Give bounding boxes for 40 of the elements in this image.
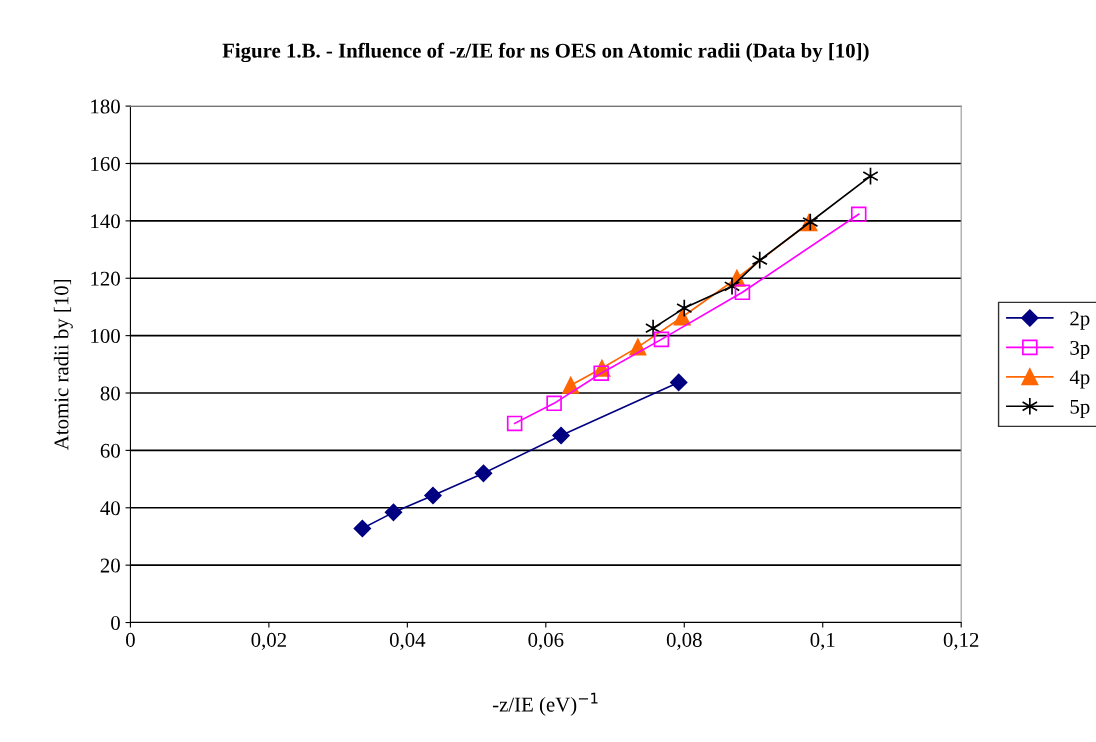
point bbox=[676, 298, 693, 318]
x-tick-label: 0 bbox=[126, 632, 135, 647]
point bbox=[593, 365, 609, 381]
x-tick-label: 0,08 bbox=[666, 632, 702, 650]
point bbox=[645, 319, 662, 338]
y-tick-label: 80 bbox=[100, 386, 120, 401]
point bbox=[353, 519, 372, 538]
x-tick-label: 0,02 bbox=[251, 632, 286, 650]
y-tick-label: 20 bbox=[100, 558, 120, 573]
point bbox=[751, 251, 768, 270]
y-axis-title: Atomic radii by [10] bbox=[53, 279, 73, 451]
point bbox=[670, 373, 688, 392]
y-tick-label: 160 bbox=[91, 156, 120, 171]
y-tick-label: 0 bbox=[111, 615, 120, 630]
point bbox=[850, 206, 867, 223]
y-tick-label: 100 bbox=[91, 329, 120, 344]
y-tick-label: 40 bbox=[100, 501, 120, 516]
y-tick-label: 60 bbox=[100, 443, 120, 458]
x-axis-title: -z/IE (eV)$^{−1}$ bbox=[492, 692, 598, 716]
legend-label: 2p bbox=[1070, 311, 1090, 330]
point bbox=[552, 426, 570, 445]
point bbox=[424, 486, 442, 505]
x-tick-label: 0,12 bbox=[943, 632, 979, 650]
legend-label: 3p bbox=[1070, 340, 1090, 360]
point bbox=[723, 277, 741, 296]
point bbox=[734, 284, 751, 301]
legend-label: 4p bbox=[1069, 370, 1090, 389]
point bbox=[546, 395, 562, 412]
x-tick-label: 0,04 bbox=[389, 632, 426, 650]
point bbox=[474, 464, 493, 483]
point bbox=[384, 503, 403, 522]
legend-label: 5p bbox=[1070, 399, 1090, 418]
x-tick-label: 0,06 bbox=[528, 632, 564, 650]
y-tick-label: 120 bbox=[91, 271, 120, 286]
point bbox=[653, 331, 670, 348]
y-tick-label: 180 bbox=[91, 99, 120, 114]
chart-title: Figure 1.B. - Influence of -z/IE for ns OES on Atomic radii (Data by [10]) bbox=[222, 42, 869, 63]
point bbox=[506, 415, 523, 432]
y-tick-label: 140 bbox=[91, 214, 120, 229]
x-tick-label: 0,1 bbox=[810, 632, 835, 650]
